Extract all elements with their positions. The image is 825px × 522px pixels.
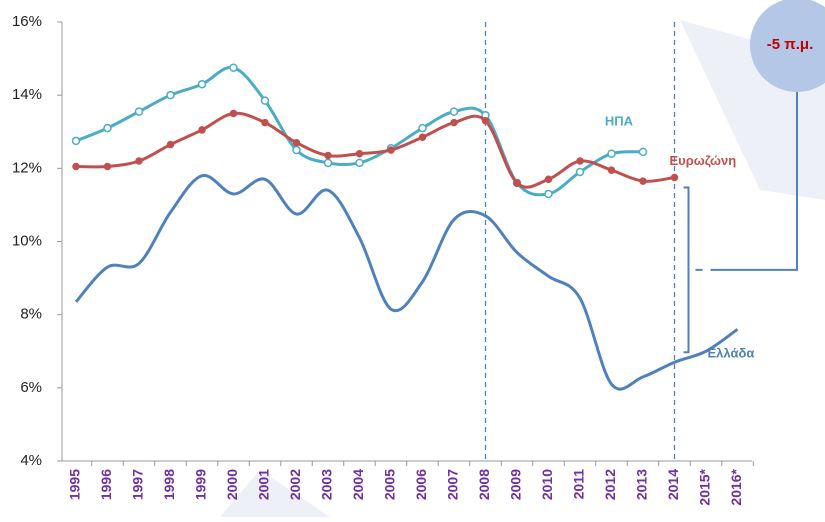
- data-point: [292, 145, 301, 155]
- series-label: Ευρωζώνη: [670, 153, 737, 168]
- data-point: [166, 140, 175, 149]
- data-point: [638, 147, 648, 157]
- data-point: [670, 173, 679, 182]
- series-line: [75, 111, 675, 189]
- x-tick-label: 2009: [508, 469, 524, 500]
- data-point: [481, 117, 490, 125]
- data-point: [198, 126, 206, 134]
- x-tick-label: 2001: [256, 469, 272, 500]
- series-label: ΗΠΑ: [605, 113, 634, 128]
- data-point: [134, 107, 144, 116]
- data-point: [355, 149, 364, 158]
- x-tick-label: 2014: [665, 469, 681, 500]
- data-point: [323, 158, 333, 168]
- x-tick-label: 2007: [445, 469, 461, 500]
- data-point: [513, 179, 521, 187]
- data-point: [260, 96, 270, 105]
- x-tick-label: 2008: [476, 469, 492, 500]
- x-tick-label: 2012: [602, 469, 618, 500]
- data-point: [607, 149, 616, 158]
- data-point: [103, 162, 112, 171]
- data-point: [229, 109, 238, 118]
- y-tick-label: 6%: [20, 379, 42, 396]
- x-tick-label: 2004: [350, 469, 366, 500]
- series-line: [74, 174, 739, 391]
- x-tick-label: 1999: [193, 469, 209, 500]
- x-tick-label: 1997: [130, 469, 146, 500]
- data-point: [387, 146, 395, 154]
- x-tick-label: 2016*: [728, 468, 744, 505]
- data-point: [166, 90, 175, 100]
- x-tick-label: 2010: [539, 469, 555, 500]
- data-point: [418, 133, 427, 141]
- series-label: Ελλάδα: [708, 346, 755, 361]
- data-point: [197, 79, 207, 89]
- data-point: [71, 136, 81, 146]
- x-tick-label: 2013: [634, 469, 650, 500]
- data-point: [544, 189, 553, 199]
- y-tick-label: 8%: [20, 306, 42, 323]
- annotation-bubble: [750, 0, 825, 92]
- data-point: [576, 157, 584, 165]
- data-point: [135, 157, 143, 165]
- data-point: [324, 151, 332, 160]
- data-point: [103, 123, 112, 133]
- x-tick-label: 1998: [161, 469, 177, 500]
- data-point: [355, 158, 364, 168]
- data-point: [418, 123, 427, 133]
- y-tick-label: 16%: [12, 13, 42, 30]
- x-tick-label: 2002: [287, 469, 303, 500]
- data-point: [450, 118, 458, 127]
- data-point: [72, 162, 80, 171]
- bracket: [683, 85, 798, 354]
- x-tick-label: 2005: [382, 469, 398, 500]
- y-tick-label: 4%: [20, 452, 42, 469]
- data-point: [229, 63, 238, 72]
- data-point: [607, 166, 616, 174]
- x-tick-label: 2006: [413, 469, 429, 500]
- x-tick-label: 1996: [98, 469, 114, 500]
- x-tick-label: 1995: [67, 469, 83, 500]
- y-tick-label: 14%: [12, 86, 42, 103]
- data-point: [261, 118, 269, 127]
- annotation: -5 π.μ.: [767, 36, 814, 53]
- background-shape: [220, 470, 330, 517]
- x-tick-label: 2000: [224, 469, 240, 500]
- data-point: [575, 167, 585, 177]
- x-tick-label: 2015*: [697, 468, 713, 505]
- data-point: [449, 107, 459, 116]
- data-point: [544, 175, 553, 184]
- y-tick-label: 12%: [12, 159, 42, 176]
- x-tick-label: 2011: [571, 469, 587, 500]
- y-tick-label: 10%: [12, 232, 42, 249]
- data-point: [639, 177, 647, 185]
- data-point: [292, 138, 301, 147]
- x-tick-label: 2003: [319, 469, 335, 500]
